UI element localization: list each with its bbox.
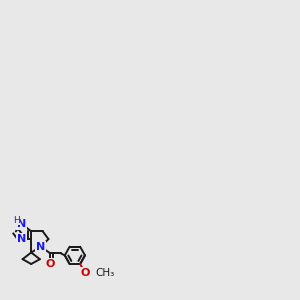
- Text: H: H: [13, 216, 20, 225]
- Text: CH₃: CH₃: [95, 268, 115, 278]
- Text: N: N: [17, 219, 26, 229]
- Text: O: O: [46, 259, 55, 269]
- Text: N: N: [36, 242, 45, 252]
- Text: N: N: [17, 234, 26, 244]
- Text: O: O: [80, 268, 90, 278]
